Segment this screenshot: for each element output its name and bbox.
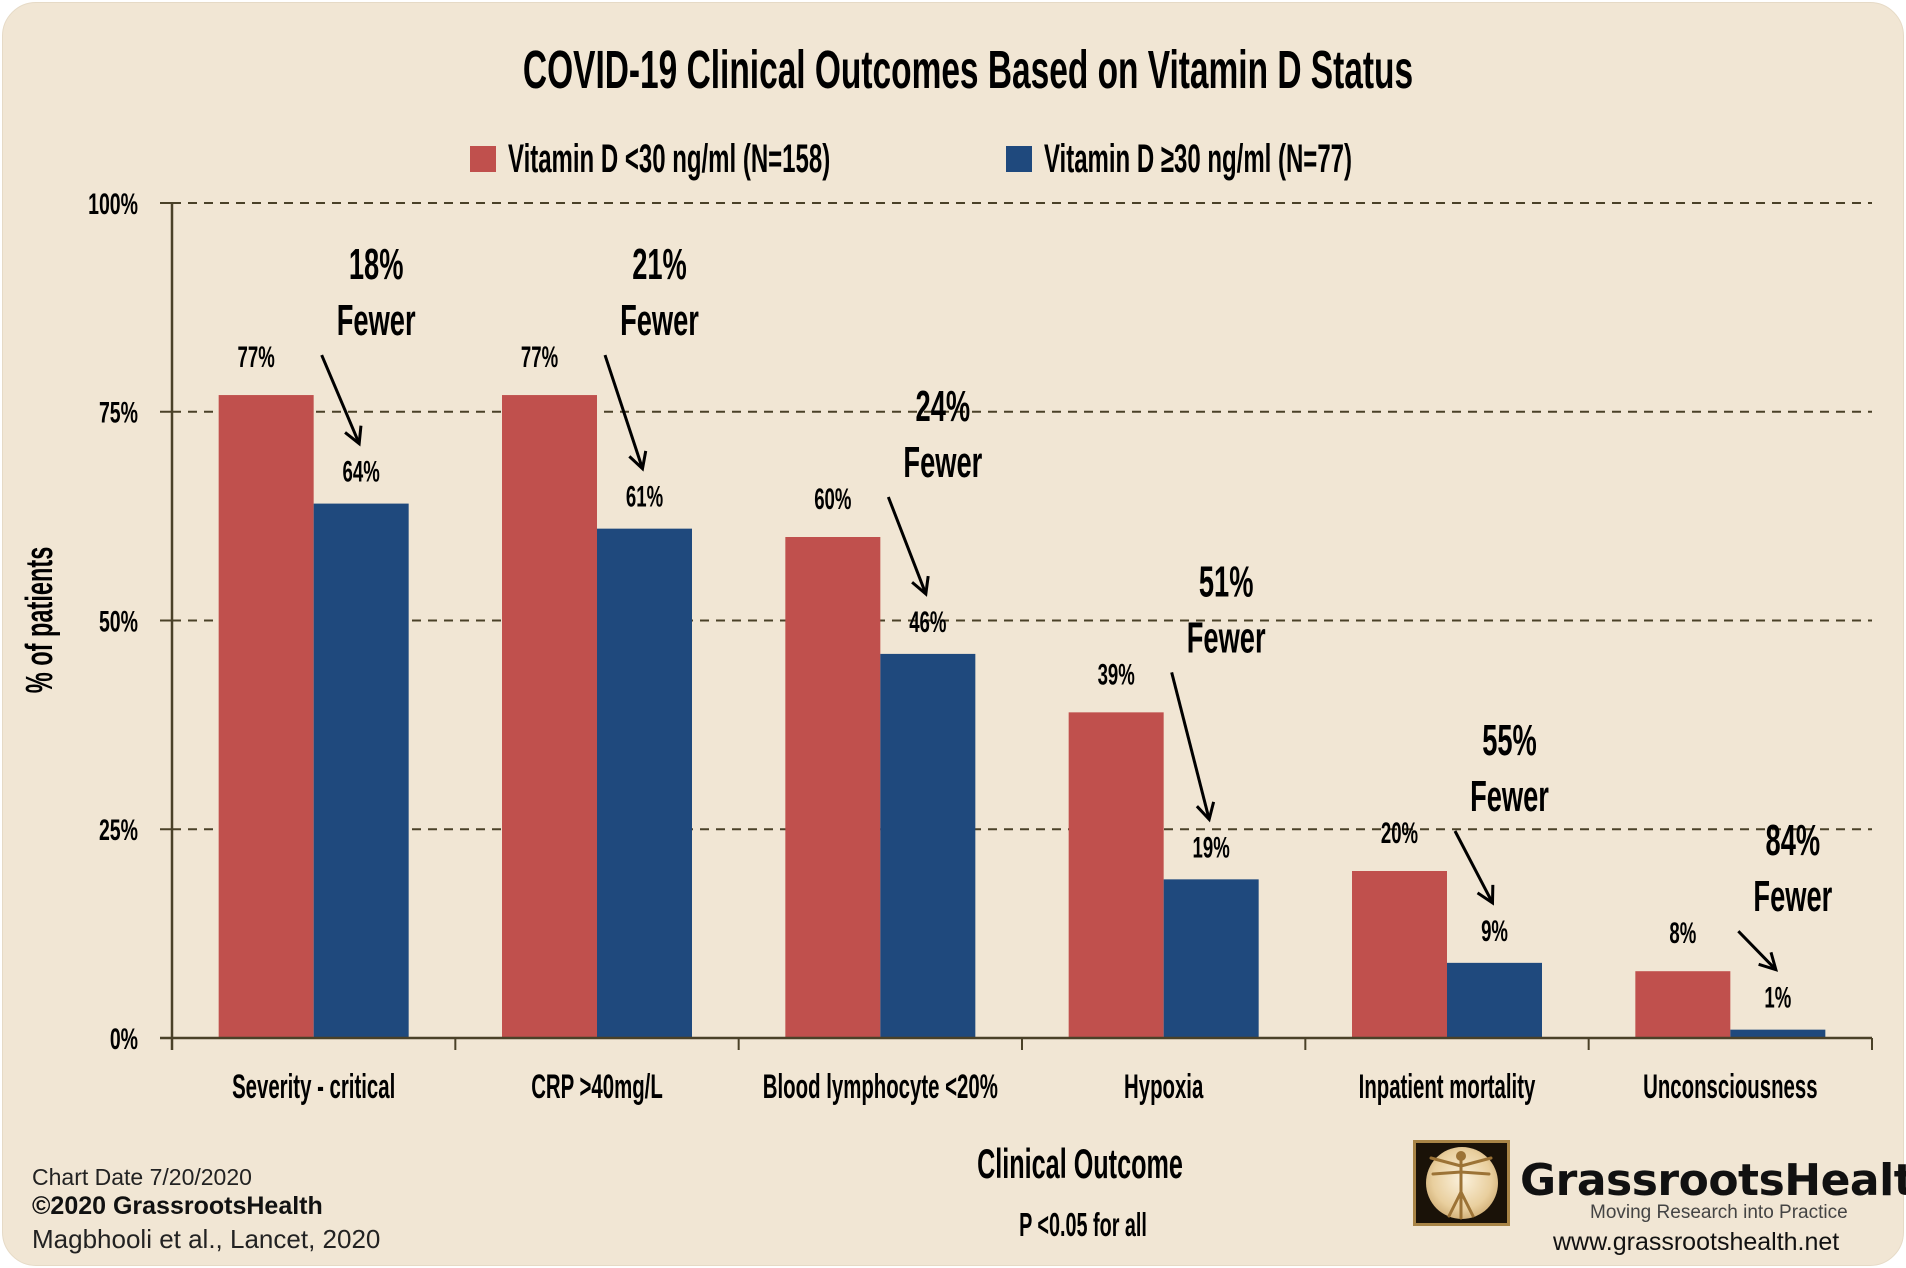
brand-tagline: Moving Research into Practice (1590, 1202, 1848, 1223)
bar-blue (313, 503, 409, 1039)
arrow-line (320, 354, 361, 445)
reduction-percent: 18% (349, 239, 404, 288)
chart-title: COVID-19 Clinical Outcomes Based on Vita… (523, 39, 1413, 100)
data-label-red: 20% (1381, 817, 1418, 851)
data-label-red: 60% (814, 483, 851, 517)
data-label-blue: 19% (1193, 831, 1230, 865)
arrow-head-icon (1758, 951, 1779, 972)
bar-blue (1447, 962, 1542, 1038)
vitruvian-man-icon (1413, 1140, 1510, 1226)
x-tick-label: CRP >40mg/L (531, 1068, 663, 1106)
arrow-line (1170, 671, 1211, 820)
legend-swatch-blue (1006, 146, 1032, 172)
reduction-word: Fewer (1470, 771, 1549, 820)
x-tick-label: Hypoxia (1124, 1068, 1204, 1106)
bar-red (785, 537, 881, 1038)
data-label-blue: 61% (626, 480, 663, 514)
citation: Magbhooli et al., Lancet, 2020 (32, 1224, 381, 1254)
reduction-word: Fewer (1753, 872, 1832, 921)
arrow-head-icon (1476, 884, 1495, 906)
data-label-blue: 9% (1481, 914, 1508, 948)
data-label-red: 8% (1669, 917, 1696, 951)
reduction-word: Fewer (903, 437, 982, 486)
y-tick-label: 50% (99, 605, 138, 638)
data-label-red: 77% (238, 341, 275, 375)
x-tick-label: Inpatient mortality (1359, 1068, 1536, 1106)
bar-red (502, 395, 597, 1038)
bar-blue (1163, 879, 1259, 1038)
reduction-percent: 51% (1199, 557, 1254, 606)
reduction-percent: 24% (916, 381, 971, 430)
reduction-word: Fewer (1187, 613, 1266, 662)
x-tick-label: Severity - critical (232, 1068, 395, 1106)
bar-red (1635, 971, 1731, 1038)
y-tick-label: 0% (110, 1023, 138, 1056)
labels: 0% 25% 50% 75% 100% Severity - critical 77% 64%… (88, 188, 1817, 1105)
data-label-blue: 46% (909, 605, 946, 639)
data-label-red: 39% (1098, 658, 1135, 692)
axes (160, 202, 1873, 1050)
data-label-blue: 64% (343, 455, 380, 489)
legend: Vitamin D <30 ng/ml (N=158) Vitamin D ≥3… (470, 136, 1352, 181)
arrow-line (1737, 930, 1777, 971)
legend-label-blue: Vitamin D ≥30 ng/ml (N=77) (1044, 136, 1352, 181)
arrow-head-icon (344, 425, 363, 447)
x-axis-title: Clinical Outcome (977, 1142, 1183, 1188)
bars (218, 395, 1826, 1039)
reduction-word: Fewer (620, 295, 699, 344)
data-label-blue: 1% (1764, 981, 1791, 1015)
arrow-line (886, 496, 928, 595)
arrow-head-icon (628, 450, 648, 472)
brand-name: GrassrootsHealth (1520, 1155, 1906, 1206)
data-label-red: 77% (521, 341, 558, 375)
legend-label-red: Vitamin D <30 ng/ml (N=158) (508, 136, 830, 181)
x-tick-label: Unconsciousness (1643, 1068, 1817, 1106)
y-axis-title: % of patients (17, 547, 60, 694)
x-tick-label: Blood lymphocyte <20% (763, 1068, 998, 1106)
reduction-percent: 21% (632, 239, 687, 288)
y-tick-label: 25% (99, 814, 138, 847)
arrow-head-icon (1195, 801, 1216, 823)
bar-red (218, 395, 314, 1038)
arrow-head-icon (911, 575, 930, 597)
bar-blue (880, 653, 976, 1038)
y-tick-label: 75% (99, 397, 138, 430)
bar-red (1352, 871, 1447, 1038)
brand-url[interactable]: www.grassrootshealth.net (1553, 1228, 1840, 1256)
copyright: ©2020 GrassrootsHealth (32, 1192, 323, 1220)
bar-red (1068, 712, 1164, 1038)
reduction-percent: 55% (1482, 715, 1537, 764)
reduction-word: Fewer (337, 295, 416, 344)
gridlines (172, 202, 1872, 831)
chart-date: Chart Date 7/20/2020 (32, 1164, 252, 1190)
annotations: 18% Fewer 21% Fewer 24% Fewer 51% Fewer 55% Fewer… (320, 239, 1832, 972)
significance-note: P <0.05 for all (1019, 1206, 1147, 1244)
bar-blue (597, 528, 692, 1038)
legend-swatch-red (470, 146, 496, 172)
bar-blue (1730, 1029, 1826, 1038)
arrow-line (603, 354, 644, 470)
arrow-line (1453, 830, 1494, 904)
reduction-percent: 84% (1766, 816, 1821, 865)
y-tick-label: 100% (88, 188, 138, 221)
